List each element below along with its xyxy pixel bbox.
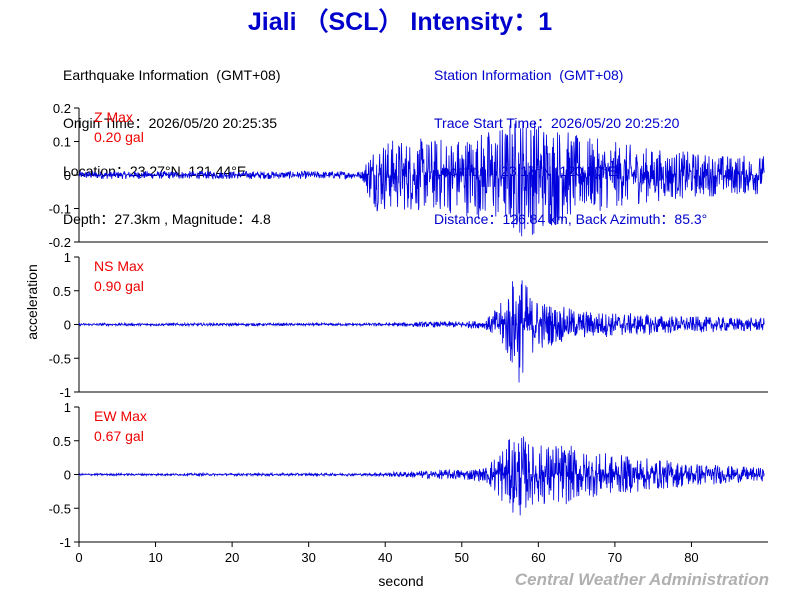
z-y-tick-label: 0 [64, 168, 71, 183]
ew-y-tick-label: -1 [59, 535, 71, 550]
ns-y-tick-label: 1 [64, 250, 71, 265]
ns-max-name: NS Max [94, 258, 144, 274]
x-tick-label: 80 [684, 550, 698, 565]
x-tick-label: 60 [531, 550, 545, 565]
credit-label: Central Weather Administration [514, 570, 769, 589]
x-tick-label: 50 [455, 550, 469, 565]
z-y-tick-label: -0.2 [49, 235, 71, 250]
x-tick-label: 70 [608, 550, 622, 565]
x-tick-label: 20 [225, 550, 239, 565]
earthquake-info-heading: Earthquake Information (GMT+08) [63, 67, 281, 83]
station-info-heading: Station Information (GMT+08) [434, 67, 624, 83]
ew-trace-line [78, 436, 765, 516]
z-max-value: 0.20 gal [94, 129, 144, 145]
ns-max-value: 0.90 gal [94, 278, 144, 294]
ew-y-tick-label: 1 [64, 400, 71, 415]
x-tick-label: 30 [301, 550, 315, 565]
ew-y-tick-label: 0 [64, 468, 71, 483]
y-axis-title: acceleration [24, 264, 40, 340]
z-y-tick-label: 0.2 [53, 101, 71, 116]
ew-y-tick-label: 0.5 [53, 434, 71, 449]
x-tick-label: 40 [378, 550, 392, 565]
z-max-name: Z Max [94, 109, 133, 125]
ew-max-value: 0.67 gal [94, 428, 144, 444]
z-y-tick-label: 0.1 [53, 135, 71, 150]
x-tick-label: 10 [148, 550, 162, 565]
z-trace-line [78, 120, 765, 237]
depth-magnitude: Depth：27.3km , Magnitude：4.8 [63, 211, 271, 227]
origin-time: Origin Time：2026/05/20 20:25:35 [63, 115, 278, 131]
distance-azimuth: Distance：126.84 km, Back Azimuth：85.3° [434, 211, 708, 227]
x-tick-label: 0 [75, 550, 82, 565]
ew-y-tick-label: -0.5 [49, 501, 71, 516]
chart-title: Jiali （SCL） Intensity：1 [247, 8, 553, 36]
x-axis-title: second [378, 573, 423, 589]
ns-y-tick-label: 0.5 [53, 284, 71, 299]
ew-max-name: EW Max [94, 408, 147, 424]
ns-y-tick-label: -0.5 [49, 351, 71, 366]
ns-y-tick-label: -1 [59, 385, 71, 400]
ns-y-tick-label: 0 [64, 318, 71, 333]
ns-trace-line [78, 280, 765, 383]
z-y-tick-label: -0.1 [49, 202, 71, 217]
